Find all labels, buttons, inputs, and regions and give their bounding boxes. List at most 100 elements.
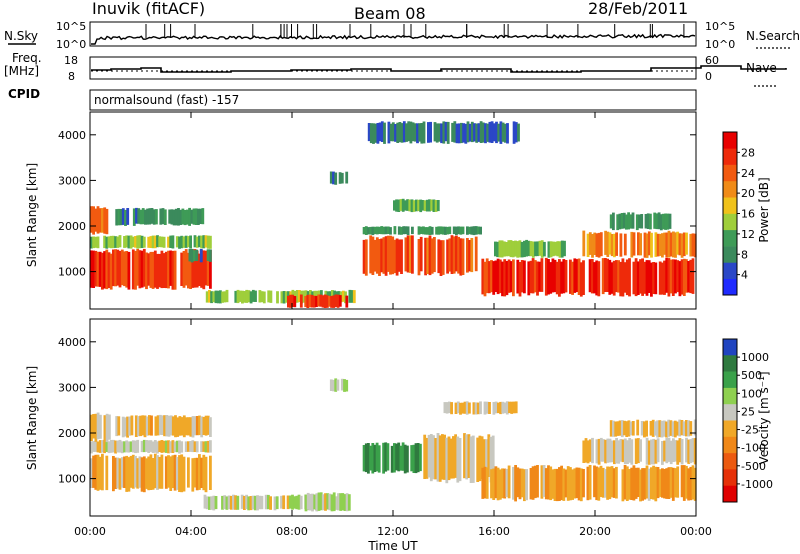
velocity-cbar-segment (723, 339, 737, 356)
velocity-cell (665, 421, 668, 438)
power-cell (497, 123, 501, 142)
power-cell (531, 258, 535, 294)
power-cell (573, 258, 577, 293)
power-cell (193, 235, 197, 248)
power-cell (512, 259, 515, 297)
power-cell (620, 213, 624, 229)
power-cell (424, 227, 427, 235)
velocity-cell (658, 469, 662, 497)
power-cell (103, 235, 106, 249)
velocity-cell (612, 468, 616, 498)
velocity-cell (134, 415, 138, 437)
power-cell (407, 121, 411, 142)
power-cell (674, 232, 677, 258)
velocity-cell (206, 415, 210, 435)
power-cell (184, 235, 188, 248)
velocity-cell (182, 456, 186, 492)
velocity-cell (120, 457, 124, 488)
velocity-cell (643, 421, 646, 438)
power-cell (591, 234, 594, 258)
power-cell (436, 200, 440, 212)
velocity-cell (645, 465, 649, 499)
power-cell (329, 171, 333, 184)
velocity-cell (483, 401, 487, 415)
power-cell (418, 123, 422, 142)
velocity-cell (614, 421, 618, 437)
power-cell (650, 262, 653, 297)
velocity-cell (140, 457, 144, 492)
velocity-cell (671, 421, 675, 437)
power-cell (479, 121, 483, 143)
velocity-cell (167, 440, 170, 454)
power-cell (615, 260, 618, 293)
power-cell (446, 226, 449, 235)
velocity-cell (341, 493, 345, 511)
freq-label-2: [MHz] (4, 64, 39, 78)
power-cell (136, 249, 140, 286)
power-cell (422, 121, 426, 144)
power-cell (384, 226, 388, 235)
x-tick-label: 16:00 (478, 525, 510, 538)
velocity-cell (571, 469, 574, 500)
velocity-cell (443, 402, 447, 414)
velocity-cell (209, 440, 212, 453)
power-cell (430, 238, 434, 274)
power-cell (640, 214, 644, 229)
power-cell (399, 199, 403, 211)
velocity-cell (654, 421, 657, 436)
power-cell (413, 123, 417, 142)
velocity-cell (193, 441, 197, 452)
power-cell (507, 240, 511, 257)
power-cell (391, 236, 395, 275)
power-cell (415, 199, 418, 212)
velocity-cell (178, 440, 181, 454)
power-cell (432, 199, 436, 212)
velocity-cell (647, 468, 651, 501)
velocity-cbar-tick-label: 500 (741, 369, 762, 382)
velocity-cell (96, 412, 100, 440)
velocity-cell (345, 379, 349, 392)
power-cell (601, 258, 605, 295)
velocity-cell (175, 440, 179, 453)
power-cell (569, 259, 572, 294)
velocity-cell (140, 440, 144, 453)
velocity-cell (626, 440, 629, 464)
power-cell (295, 290, 299, 303)
velocity-data (90, 378, 697, 512)
power-cell (501, 122, 505, 142)
velocity-cell (187, 417, 190, 436)
velocity-cell (164, 456, 168, 489)
power-cell (689, 259, 693, 294)
power-cell (146, 208, 149, 225)
velocity-cell (476, 402, 480, 415)
power-cell (167, 250, 170, 289)
power-cell (470, 226, 474, 235)
velocity-cell (136, 458, 140, 489)
power-cell (498, 240, 502, 258)
power-cell (523, 240, 526, 258)
velocity-cell (273, 496, 277, 511)
power-cell (198, 235, 201, 248)
power-cell (205, 291, 209, 303)
velocity-cell (599, 465, 603, 497)
power-cell (284, 291, 288, 303)
power-cell (209, 249, 212, 289)
velocity-cell (171, 416, 175, 436)
velocity-cell (591, 437, 594, 464)
power-cell (610, 262, 614, 294)
power-cell (520, 241, 524, 258)
velocity-cell (544, 468, 548, 500)
velocity-cell (149, 440, 153, 452)
power-cell (468, 240, 471, 272)
power-cell (123, 236, 126, 248)
power-cell (680, 233, 684, 258)
power-cell (428, 199, 431, 212)
velocity-cell (180, 417, 184, 436)
velocity-cell (187, 441, 190, 452)
power-cell (466, 121, 470, 143)
velocity-cell (672, 438, 675, 462)
power-cell (182, 251, 186, 288)
power-cbar-tick-label: 16 (741, 208, 755, 221)
power-cell (101, 208, 104, 233)
velocity-cell (604, 439, 607, 464)
